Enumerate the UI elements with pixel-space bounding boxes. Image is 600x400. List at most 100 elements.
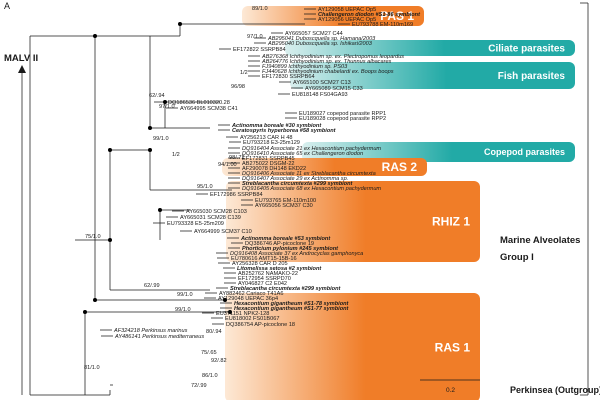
- support-value: 95/1.0: [197, 184, 213, 190]
- taxon-label: AY129056 UEPAC Op5: [318, 17, 376, 23]
- node-dot: [178, 22, 182, 26]
- clade-label: RAS 2: [382, 160, 418, 174]
- support-value: 1/2: [240, 70, 248, 76]
- clade-label: Fish parasites: [498, 71, 566, 82]
- taxon-label: AB264776 Ichthyodinium sp. ex. Thunnus a…: [261, 59, 392, 65]
- clade-box-ciliate-parasites: Ciliate parasites: [285, 40, 575, 56]
- support-value: 94/1.00: [218, 162, 237, 168]
- taxon-label: Actinomma boreale #30 symbiont: [231, 123, 322, 129]
- taxon-label: FJ440628 Ichthyodinium chabelardi ex. Bo…: [262, 69, 394, 75]
- support-value: 98/.72: [229, 155, 245, 161]
- support-value: 99/1.0: [153, 136, 169, 142]
- taxon-label: Streblacantha circumtexta #299 symbiont: [242, 181, 354, 187]
- scale-label: 0.2: [446, 387, 455, 394]
- outgroup-label: Perkinsea (Outgroup): [510, 385, 600, 395]
- root-label: MALV II: [4, 53, 38, 64]
- group-label-line2: Group I: [500, 252, 534, 263]
- clade-label: Copepod parasites: [484, 147, 565, 157]
- taxon-label: EU818002 FS01B067: [225, 316, 279, 322]
- support-value: 1/2: [172, 152, 180, 158]
- taxon-label: AY665056 SCM37 C30: [255, 203, 313, 209]
- taxon-label: EU371151 NPK2-128: [216, 311, 269, 317]
- taxon-label: EF172954 SSRPD70: [238, 276, 291, 282]
- support-value: 75/.65: [201, 350, 217, 356]
- support-value: 62/.94: [149, 93, 165, 99]
- clade-box-copepod-parasites: Copepod parasites: [302, 142, 575, 162]
- node-dot: [93, 298, 97, 302]
- support-value: 80/.94: [206, 329, 222, 335]
- clade-box-ras-2: RAS 2: [222, 158, 427, 176]
- taxon-label: Ceratospyris hyperborea #58 symbiont: [232, 128, 337, 134]
- clade-highlights: PAS 1 Ciliate parasites Fish parasites Cope…: [222, 6, 575, 400]
- taxon-label: AY486141 Perkinsus mediterraneus: [114, 334, 204, 340]
- clade-label: PAS 1: [380, 9, 414, 23]
- taxon-label: AF290078 DH148 EKD22: [242, 166, 306, 172]
- support-value: 75/1.0: [85, 234, 101, 240]
- node-dot: [158, 208, 162, 212]
- taxon-label: AY665030 SCM28 C103: [186, 209, 247, 215]
- taxon-label: DQ186536 BL010320.28: [168, 100, 230, 106]
- support-value: 92/.82: [211, 358, 227, 364]
- support-value: 99/1.0: [177, 292, 193, 298]
- node-dot: [108, 238, 112, 242]
- taxon-label: AY256213 CAR H 48: [240, 135, 292, 141]
- taxon-label: AY129048 UEPAC 36p4: [218, 296, 278, 302]
- clade-box-rhiz-1: RHIZ 1: [226, 181, 480, 262]
- malv-ii-arrow: MALV II: [4, 53, 38, 395]
- taxon-label: Hexacontium gigantheum #S1-78 symbiont: [234, 301, 350, 307]
- scale-bar: 0.2: [420, 379, 480, 394]
- support-value: 97/1.0: [159, 104, 175, 110]
- taxon-label: AB295040 Duboscquella sp. Ishikari/2003: [267, 41, 373, 47]
- taxon-label: Litomelissa setosa #2 symbiont: [237, 266, 322, 272]
- tree-branches: [29, 8, 350, 396]
- taxon-label: DQ916404 Associate 21 ex Hexacontium pac…: [242, 146, 381, 152]
- clade-box-fish-parasites: Fish parasites: [290, 62, 575, 89]
- taxon-label: DQ916407 Associate 29 ex Actinomma sp.: [242, 176, 348, 182]
- taxon-label: AY046827 C2 E042: [238, 281, 287, 287]
- clade-label: RAS 1: [435, 341, 471, 355]
- panel-label: A: [4, 1, 10, 11]
- clade-box-pas-1: PAS 1: [242, 6, 424, 26]
- clade-box-ras-1: RAS 1: [225, 293, 480, 400]
- taxon-label: EU793328 E5-25m209: [167, 221, 224, 227]
- node-dot: [148, 148, 152, 152]
- node-dot: [93, 34, 97, 38]
- taxon-label: Actinomma boreale #53 symbiont: [240, 236, 331, 242]
- taxon-label: EU793765 EM-110m100: [255, 198, 316, 204]
- taxon-label: EU189028 copepod parasite RPP2: [299, 116, 386, 122]
- node-dot: [223, 298, 227, 302]
- taxon-label: EF172986 SSRPB84: [210, 192, 263, 198]
- taxon-label: EU793788 EM-110m169: [352, 22, 413, 28]
- taxon-label: Hexacontium gigantheum #S1-77 symbiont: [234, 306, 350, 312]
- support-value: 89/1.0: [252, 6, 268, 12]
- clade-label: Ciliate parasites: [488, 44, 565, 55]
- taxon-label: EF172831 SSRPB45: [242, 156, 295, 162]
- taxon-label: Challengeron diodon #S1-86 symbiont: [318, 12, 421, 18]
- taxon-label: FJ940899 Ichthyodinium sp. PS03: [262, 64, 348, 70]
- taxon-label: EU780616 AMT15-15B-16: [231, 256, 297, 262]
- taxon-label: DQ916405 Associate 68 ex Hexacontium pac…: [242, 186, 381, 192]
- support-value: 62/.99: [144, 283, 160, 289]
- taxon-label: AF324218 Perkinsus marinus: [113, 328, 188, 334]
- taxon-label: AB275022 DSGM-22: [242, 161, 295, 167]
- taxon-label: AY664999 SCM37 C10: [194, 229, 252, 235]
- taxon-label: DQ386746 AP-picoclone 19: [245, 241, 314, 247]
- group-bracket: Marine Alveolates Group I Perkinsea (Out…: [500, 2, 600, 396]
- taxon-label: DQ916406 Associate 11 ex Streblacantha c…: [242, 171, 376, 177]
- taxon-label: AY665031 SCM28 C139: [180, 215, 241, 221]
- node-dot: [108, 148, 112, 152]
- node-dot: [148, 126, 152, 130]
- support-values: 89/1.0 97/1.0 1/2 96/98 62/.94 97/1.0 99/1.0 1/…: [84, 6, 268, 389]
- taxon-label: EF172830 SSRPB64: [262, 74, 315, 80]
- support-value: 96/98: [231, 84, 245, 90]
- taxon-label: EU818148 FS04GA93: [292, 92, 348, 98]
- clade-label: RHIZ 1: [432, 215, 470, 229]
- group-label-line1: Marine Alveolates: [500, 235, 580, 246]
- taxon-label: AY129058 UEPAC Op5: [318, 7, 376, 13]
- taxon-label: AY882462 Cariaco T41A6: [219, 291, 283, 297]
- taxon-label: AB276368 Ichthyodinium sp. ex. Plectropo…: [261, 54, 404, 60]
- taxon-label: AY665100 SCM27 C13: [293, 80, 351, 86]
- taxon-label: AY665089 SCM15 C33: [305, 86, 363, 92]
- taxon-label: DQ916410 Associate 65 ex Challengeron di…: [242, 151, 363, 157]
